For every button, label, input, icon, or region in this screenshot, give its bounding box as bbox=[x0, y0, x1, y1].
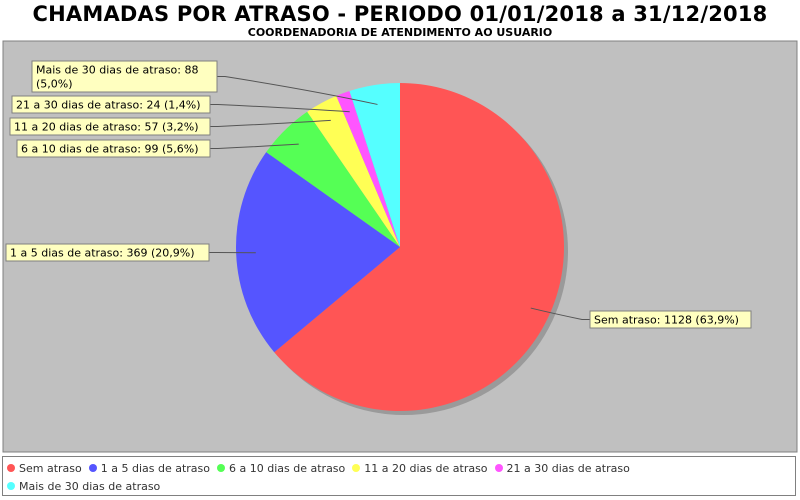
pie-slice-6 bbox=[349, 83, 400, 247]
pie-slice-5 bbox=[336, 90, 400, 247]
legend-label-2: 1 a 5 dias de atraso bbox=[100, 461, 211, 475]
legend-swatch-3 bbox=[217, 464, 226, 472]
slice-label-2: 1 a 5 dias de atraso: 369 (20,9%) bbox=[5, 243, 210, 262]
slice-label-box-6 bbox=[31, 60, 218, 93]
slice-label-text-4: 11 a 20 dias de atraso: 57 (3,2%) bbox=[14, 121, 198, 134]
slice-label-text-6: Mais de 30 dias de atraso: 88 bbox=[36, 64, 199, 77]
legend-item-6: Mais de 30 dias de atraso bbox=[7, 477, 160, 495]
slice-label-text-5: 21 a 30 dias de atraso: 24 (1,4%) bbox=[16, 99, 200, 112]
slice-label-1: Sem atraso: 1128 (63,9%) bbox=[589, 310, 752, 329]
slice-label-box-1 bbox=[589, 310, 752, 329]
slice-label-5: 21 a 30 dias de atraso: 24 (1,4%) bbox=[11, 95, 211, 114]
legend-swatch-2 bbox=[88, 464, 97, 472]
chart-subtitle: COORDENADORIA DE ATENDIMENTO AO USUARIO bbox=[247, 26, 553, 39]
slice-label-text-6: (5,0%) bbox=[36, 78, 73, 91]
leader-line-1 bbox=[530, 307, 590, 320]
leader-line-6 bbox=[217, 76, 378, 105]
pie-slice-4 bbox=[307, 95, 400, 247]
slice-label-text-2: 1 a 5 dias de atraso: 369 (20,9%) bbox=[10, 247, 194, 260]
slice-label-box-2 bbox=[5, 243, 210, 262]
legend-label-5: 21 a 30 dias de atraso bbox=[506, 461, 630, 475]
slice-label-6: Mais de 30 dias de atraso: 88(5,0%) bbox=[31, 60, 218, 93]
pie-slice-3 bbox=[266, 111, 400, 247]
slice-label-box-5 bbox=[11, 95, 211, 114]
legend-item-4: 11 a 20 dias de atraso bbox=[352, 459, 488, 477]
pie-slice-1 bbox=[274, 83, 564, 411]
legend-label-3: 6 a 10 dias de atraso bbox=[229, 461, 346, 475]
slice-label-4: 11 a 20 dias de atraso: 57 (3,2%) bbox=[9, 117, 211, 136]
chart-title: CHAMADAS POR ATRASO - PERIODO 01/01/2018… bbox=[32, 2, 768, 26]
leader-line-5 bbox=[210, 104, 350, 113]
legend: Sem atraso 1 a 5 dias de atraso 6 a 10 dia… bbox=[2, 456, 796, 496]
slice-label-text-3: 6 a 10 dias de atraso: 99 (5,6%) bbox=[21, 143, 198, 156]
legend-swatch-4 bbox=[352, 464, 361, 472]
legend-swatch-1 bbox=[7, 464, 15, 472]
slice-label-text-1: Sem atraso: 1128 (63,9%) bbox=[594, 314, 739, 327]
legend-item-2: 1 a 5 dias de atraso bbox=[88, 459, 211, 477]
legend-item-3: 6 a 10 dias de atraso bbox=[217, 459, 345, 477]
legend-label-6: Mais de 30 dias de atraso bbox=[19, 479, 161, 493]
slice-label-box-3 bbox=[16, 139, 211, 158]
legend-label-4: 11 a 20 dias de atraso bbox=[364, 461, 488, 475]
legend-label-1: Sem atraso bbox=[19, 461, 82, 475]
legend-swatch-5 bbox=[494, 464, 503, 472]
leader-line-4 bbox=[210, 119, 331, 127]
pie-slice-2 bbox=[236, 152, 400, 353]
leader-line-3 bbox=[210, 143, 299, 149]
legend-swatch-6 bbox=[7, 482, 15, 490]
legend-item-5: 21 a 30 dias de atraso bbox=[494, 459, 630, 477]
slice-label-box-4 bbox=[9, 117, 211, 136]
slice-label-3: 6 a 10 dias de atraso: 99 (5,6%) bbox=[16, 139, 211, 158]
legend-item-1: Sem atraso bbox=[7, 459, 82, 477]
